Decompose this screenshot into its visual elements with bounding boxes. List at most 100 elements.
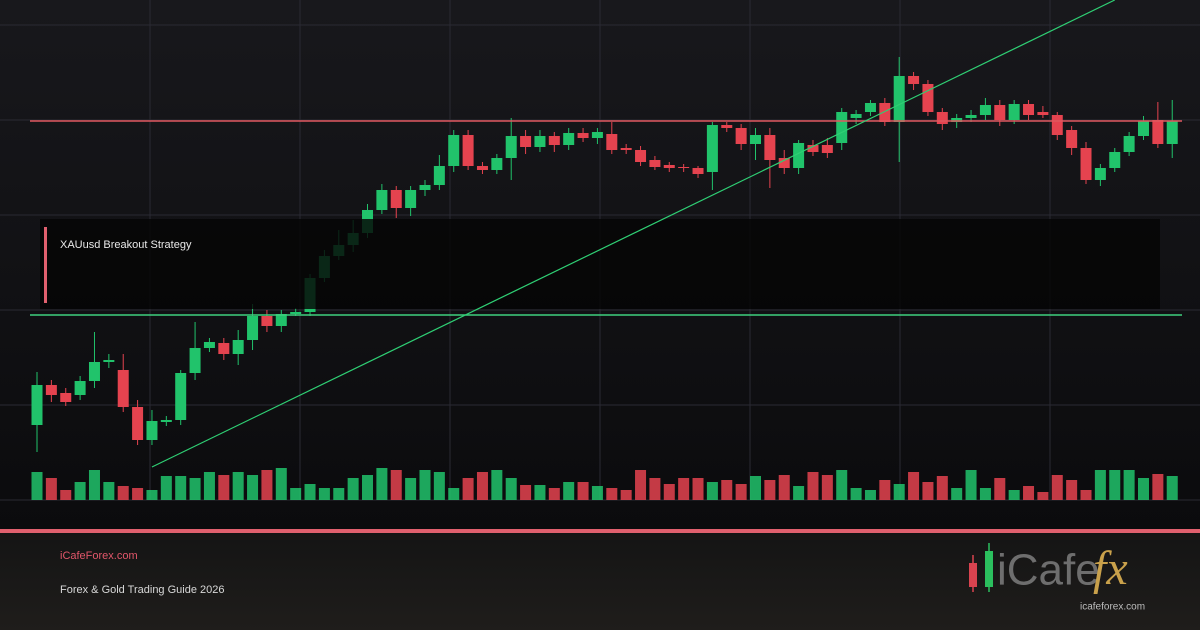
volume-bar — [275, 468, 287, 500]
candle-body — [692, 168, 704, 174]
volume-bar — [893, 484, 905, 500]
lines — [30, 0, 1182, 468]
volume-bar — [1137, 478, 1149, 500]
candle-body — [1080, 148, 1092, 180]
volume-bar — [462, 478, 474, 500]
footer — [0, 530, 1200, 630]
candle-body — [462, 135, 474, 166]
candle-body — [1008, 104, 1020, 120]
candle-body — [649, 160, 661, 167]
volume-bar — [491, 470, 503, 500]
volume-bar — [692, 478, 704, 500]
volume-bar — [88, 470, 100, 500]
candle-body — [1123, 136, 1135, 152]
logo-left: iCafe — [997, 546, 1100, 595]
candle-body — [476, 166, 488, 170]
candle-body — [1109, 152, 1121, 168]
candle-body — [275, 314, 287, 326]
candle-body — [893, 76, 905, 122]
volume-bar — [505, 478, 517, 500]
volume-bar — [606, 488, 618, 500]
volume-bar — [318, 488, 330, 500]
volume-bar — [189, 478, 201, 500]
volume-bar — [649, 478, 661, 500]
volume-bar — [476, 472, 488, 500]
volume-bar — [836, 470, 848, 500]
candle-body — [1166, 121, 1178, 144]
volume-bar — [60, 490, 72, 500]
marks — [31, 57, 1178, 500]
candle-body — [922, 84, 934, 112]
volume-bar — [1051, 475, 1063, 500]
volume-bar — [951, 488, 963, 500]
candle-body — [821, 145, 833, 153]
volume-bar — [591, 486, 603, 500]
candle-body — [290, 312, 302, 314]
candle-body — [520, 136, 532, 147]
volume-bar — [347, 478, 359, 500]
volume-bar — [721, 480, 733, 500]
volume-bar — [764, 480, 776, 500]
candle-body — [864, 103, 876, 112]
volume-bar — [879, 480, 891, 500]
volume-bar — [1109, 470, 1121, 500]
candle-body — [591, 132, 603, 138]
volume-bar — [850, 488, 862, 500]
candle-body — [232, 340, 244, 354]
volume-bar — [778, 475, 790, 500]
volume-bar — [1080, 490, 1092, 500]
candle-body — [951, 118, 963, 122]
candle-body — [117, 370, 129, 407]
overlay-box — [40, 219, 1160, 309]
footer-divider — [0, 529, 1200, 533]
logo-right: fx — [1093, 542, 1128, 595]
volume-bar — [146, 490, 158, 500]
volume-bar — [678, 478, 690, 500]
volume-bar — [577, 482, 589, 500]
volume-bar — [390, 470, 402, 500]
candle-body — [1051, 115, 1063, 135]
volume-bar — [807, 472, 819, 500]
volume-bar — [548, 488, 560, 500]
volume-bar — [45, 478, 57, 500]
logo-url: icafeforex.com — [1080, 602, 1145, 613]
candle-body — [936, 112, 948, 124]
candle-body — [88, 362, 100, 381]
volume-bar — [1094, 470, 1106, 500]
volume-bar — [419, 470, 431, 500]
volume-bar — [218, 475, 230, 500]
candle-body — [261, 316, 273, 326]
candle-body — [45, 385, 57, 395]
volume-bar — [31, 472, 43, 500]
volume-bar — [965, 470, 977, 500]
volume-bar — [534, 485, 546, 500]
candle-body — [103, 360, 115, 362]
candle-body — [778, 158, 790, 168]
candle-body — [160, 420, 172, 422]
candle-body — [908, 76, 920, 84]
volume-bar — [448, 488, 460, 500]
candle-body — [994, 105, 1006, 120]
volume-bar — [620, 490, 632, 500]
candle-body — [563, 133, 575, 145]
candle-body — [678, 167, 690, 168]
volume-bar — [750, 476, 761, 500]
candle-body — [132, 407, 144, 440]
volume-bar — [74, 482, 86, 500]
candle-body — [405, 190, 417, 208]
candle-body — [203, 342, 215, 348]
volume-bar — [175, 476, 187, 500]
volume-bar — [908, 472, 920, 500]
candle-body — [376, 190, 388, 210]
candle-body — [60, 393, 72, 402]
candle-body — [793, 143, 805, 168]
candle-body — [606, 134, 618, 150]
candle-body — [189, 348, 201, 373]
logo-icon — [969, 543, 993, 592]
candle-body — [620, 148, 632, 150]
volume-bar — [203, 472, 215, 500]
candle-body — [663, 165, 675, 168]
volume-bar — [290, 488, 302, 500]
candle-body — [836, 112, 848, 143]
